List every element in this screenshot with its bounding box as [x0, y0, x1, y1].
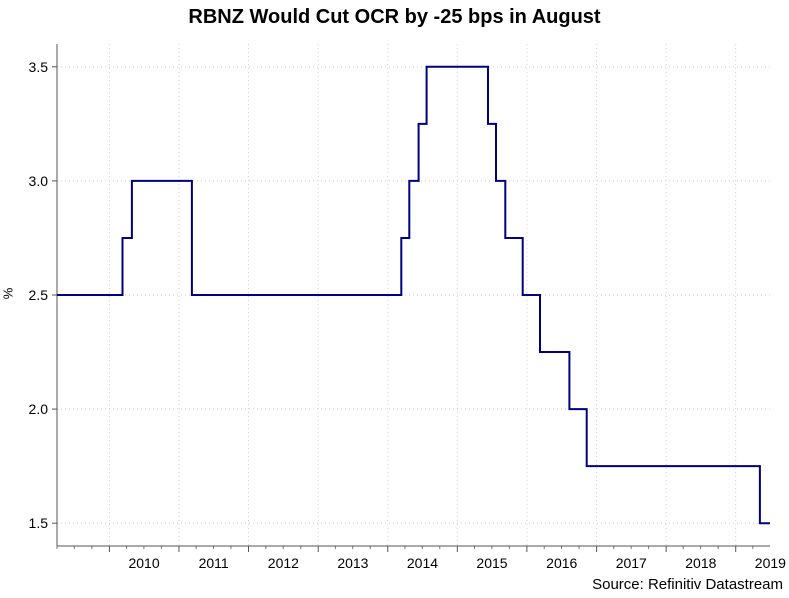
x-tick-label: 2011	[199, 555, 229, 571]
x-tick-label: 2015	[476, 555, 507, 571]
y-tick-label: 3.0	[29, 173, 49, 189]
y-tick-label: 3.5	[29, 59, 49, 75]
x-tick-label: 2013	[337, 555, 368, 571]
x-tick-label: 2018	[685, 555, 716, 571]
x-tick-label: 2019	[755, 555, 786, 571]
x-tick-label: 2012	[268, 555, 299, 571]
ocr-series-line	[57, 65, 770, 525]
source-note: Source: Refinitiv Datastream	[592, 576, 783, 593]
x-tick-label: 2010	[128, 555, 159, 571]
x-tick-label: 2014	[407, 555, 438, 571]
chart-title: RBNZ Would Cut OCR by -25 bps in August	[188, 6, 601, 28]
y-tick-label: 2.0	[29, 401, 49, 417]
y-tick-label: 1.5	[29, 515, 49, 531]
y-tick-label: 2.5	[29, 287, 49, 303]
x-tick-label: 2016	[546, 555, 577, 571]
x-tick-label: 2017	[616, 555, 647, 571]
